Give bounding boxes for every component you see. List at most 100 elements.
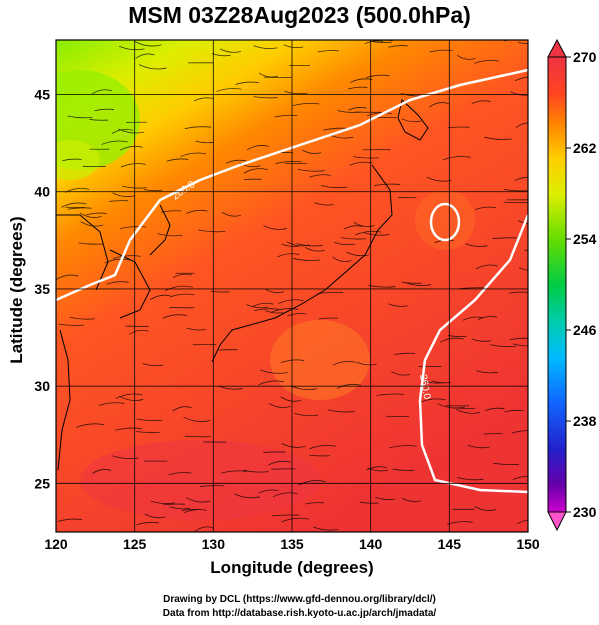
streamline xyxy=(264,288,285,294)
streamline xyxy=(359,501,379,504)
x-tick-label: 130 xyxy=(202,536,226,552)
streamline xyxy=(138,64,167,70)
streamline xyxy=(340,237,367,240)
streamline xyxy=(243,469,269,473)
streamline xyxy=(166,158,189,162)
streamline xyxy=(61,202,87,208)
y-tick-label: 30 xyxy=(34,378,50,394)
streamline xyxy=(252,302,274,307)
streamline xyxy=(327,409,355,413)
y-tick-label: 25 xyxy=(34,475,50,491)
streamline xyxy=(86,212,107,216)
streamline xyxy=(136,431,161,433)
streamline xyxy=(343,225,363,230)
streamline xyxy=(278,299,304,304)
streamline xyxy=(234,493,260,499)
streamline xyxy=(332,256,352,262)
streamline xyxy=(375,496,396,501)
streamline xyxy=(475,264,498,270)
streamline xyxy=(297,168,325,172)
colorbar-tick-label: 246 xyxy=(573,322,597,338)
streamline xyxy=(172,273,192,278)
streamline xyxy=(258,380,285,386)
streamline xyxy=(292,258,320,261)
streamline xyxy=(305,247,325,252)
streamline xyxy=(376,393,405,396)
streamline xyxy=(457,476,484,481)
streamline xyxy=(56,274,79,281)
streamline xyxy=(112,192,135,197)
colorbar-tick-label: 254 xyxy=(573,231,597,247)
streamline xyxy=(371,41,392,43)
streamline xyxy=(220,48,241,53)
streamline xyxy=(514,76,528,82)
streamline xyxy=(363,232,390,236)
streamline xyxy=(281,443,306,448)
streamline xyxy=(492,237,519,239)
coastlines xyxy=(56,99,429,471)
streamline xyxy=(332,360,356,366)
streamline xyxy=(391,371,411,376)
streamline xyxy=(57,518,83,522)
streamline xyxy=(301,149,322,154)
streamline xyxy=(268,460,291,466)
streamline xyxy=(135,53,155,59)
streamline xyxy=(309,445,337,450)
streamline xyxy=(268,403,291,408)
streamline xyxy=(243,168,268,174)
streamline xyxy=(283,44,304,49)
colorbar-tick-label: 230 xyxy=(573,504,597,520)
streamline xyxy=(221,211,241,217)
streamline xyxy=(118,45,145,51)
colorbar-tick-label: 238 xyxy=(573,413,597,429)
plot-frame xyxy=(55,39,529,533)
streamline xyxy=(172,406,192,412)
streamline xyxy=(157,233,183,237)
y-tick-label: 35 xyxy=(34,281,50,297)
streamline xyxy=(484,136,512,140)
streamline xyxy=(305,502,325,505)
streamline xyxy=(318,317,338,320)
streamline xyxy=(200,485,225,487)
temperature-field: 260.0 260.0 xyxy=(56,40,528,532)
streamline xyxy=(348,107,367,111)
streamline xyxy=(471,100,491,104)
streamline xyxy=(101,140,128,145)
streamline xyxy=(515,122,528,128)
streamline xyxy=(366,112,392,117)
streamline xyxy=(168,472,192,476)
streamline xyxy=(253,96,278,99)
streamline xyxy=(462,316,485,321)
streamline xyxy=(198,229,226,233)
colorbar: 270 262 254 246 238 230 xyxy=(547,38,597,532)
streamline xyxy=(366,74,390,79)
streamline xyxy=(80,221,104,227)
streamline xyxy=(336,383,362,389)
streamline xyxy=(194,526,214,532)
streamline xyxy=(309,454,330,457)
colorbar-tick-label: 270 xyxy=(573,49,597,65)
streamline xyxy=(320,184,348,189)
streamline xyxy=(58,323,85,326)
streamline xyxy=(504,409,524,413)
streamline xyxy=(420,398,446,403)
streamline xyxy=(493,462,519,466)
streamline xyxy=(401,281,423,284)
streamline xyxy=(134,41,162,47)
x-tick-label: 125 xyxy=(123,536,147,552)
streamline xyxy=(184,509,207,513)
streamline xyxy=(471,338,492,342)
streamline xyxy=(503,201,528,204)
x-tick-label: 150 xyxy=(516,536,540,552)
streamline xyxy=(263,76,292,79)
streamline xyxy=(136,418,163,422)
streamline xyxy=(92,469,112,474)
streamline xyxy=(388,45,408,48)
streamline xyxy=(512,343,528,347)
streamline xyxy=(120,145,143,151)
streamline xyxy=(106,281,129,285)
streamline xyxy=(280,396,302,402)
streamline xyxy=(314,202,334,206)
streamline xyxy=(272,514,300,517)
streamline xyxy=(317,50,340,53)
